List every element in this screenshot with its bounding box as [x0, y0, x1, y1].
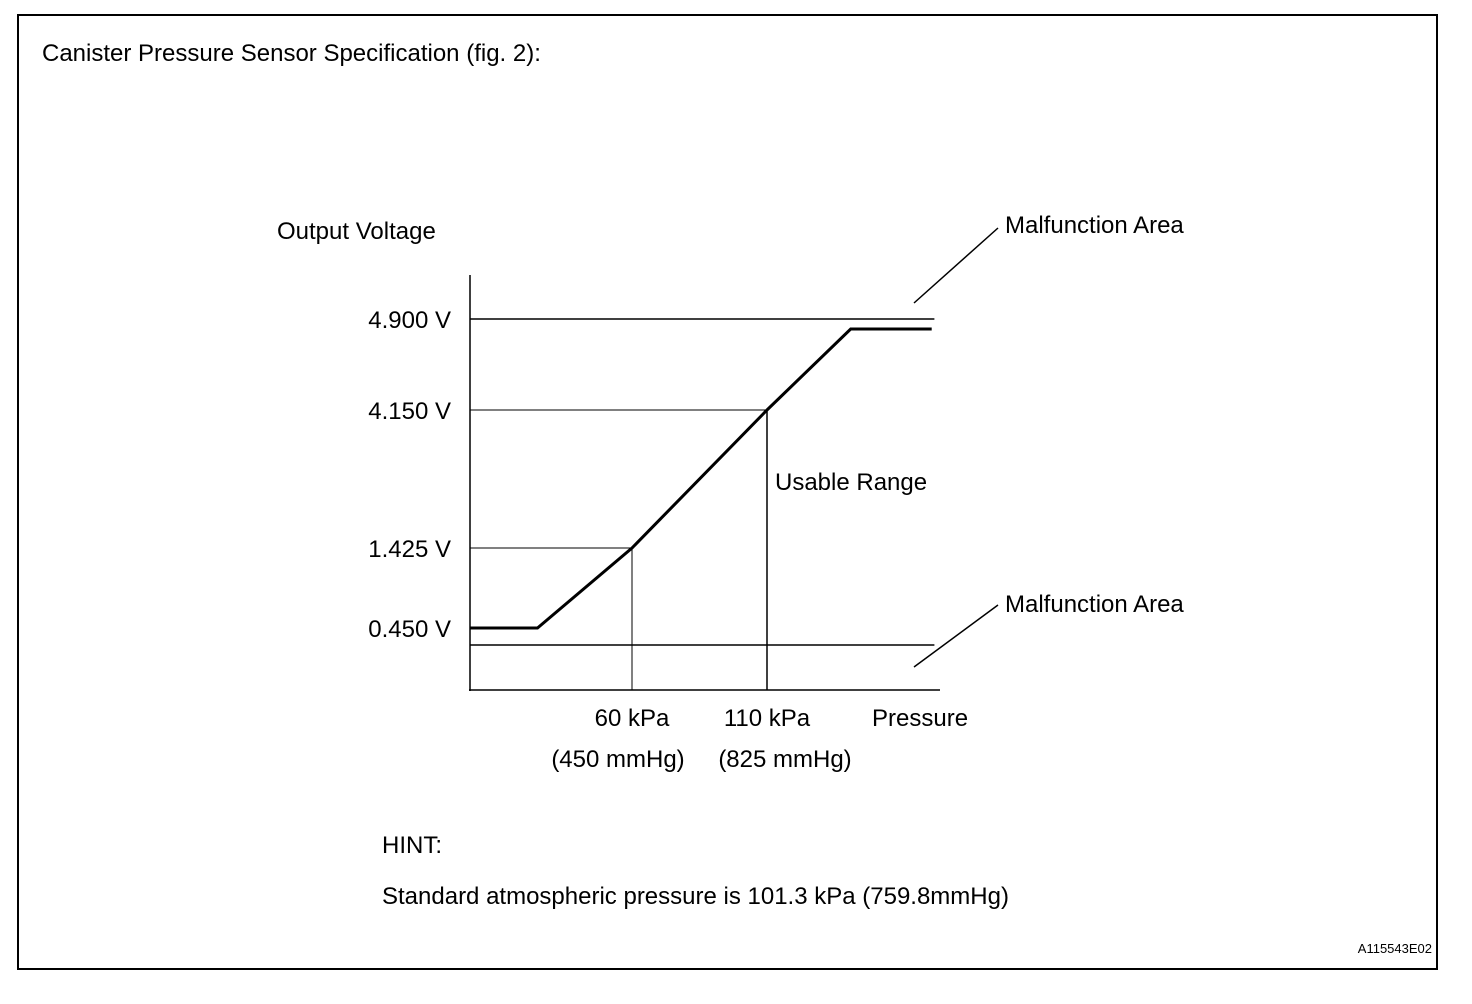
y-tick-label: 4.900 V	[368, 307, 451, 334]
sensor-output-line	[470, 327, 932, 630]
x-tick-label: 60 kPa	[595, 705, 670, 732]
y-axis-label: Output Voltage	[277, 218, 436, 245]
hint-text: Standard atmospheric pressure is 101.3 k…	[382, 883, 1009, 910]
x-tick-sublabel: (825 mmHg)	[718, 746, 851, 773]
lower-malfunction-label: Malfunction Area	[1005, 591, 1184, 618]
y-tick-label: 4.150 V	[368, 398, 451, 425]
figure-title: Canister Pressure Sensor Specification (…	[42, 40, 541, 67]
lower-malfunction-leader	[913, 604, 999, 668]
figure-frame	[17, 14, 1438, 970]
upper-malfunction-label: Malfunction Area	[1005, 212, 1184, 239]
x-tick-sublabel: (450 mmHg)	[551, 746, 684, 773]
y-tick-label: 1.425 V	[368, 536, 451, 563]
x-tick-label: 110 kPa	[724, 705, 811, 732]
hint-label: HINT:	[382, 832, 442, 859]
x-axis-label: Pressure	[872, 705, 968, 732]
usable-range-label: Usable Range	[775, 469, 927, 496]
upper-malfunction-leader	[913, 227, 999, 304]
y-tick-label: 0.450 V	[368, 616, 451, 643]
figure-id: A115543E02	[1357, 941, 1432, 956]
